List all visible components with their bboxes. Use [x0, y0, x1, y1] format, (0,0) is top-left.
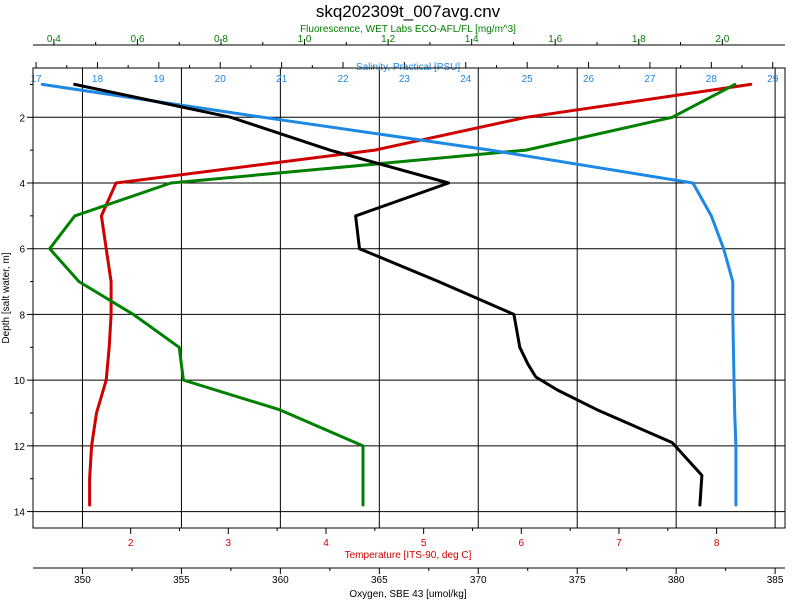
y-tick-label: 10 [14, 376, 26, 387]
fluorescence-axis-title: Fluorescence, WET Labs ECO-AFL/FL [mg/m^… [300, 24, 516, 35]
fluorescence-tick-label: 2.0 [715, 34, 729, 45]
oxygen-series-line [73, 82, 704, 507]
salinity-tick-label: 23 [399, 74, 411, 85]
oxygen-tick-label: 360 [272, 575, 289, 586]
y-tick-label: 14 [14, 508, 26, 519]
oxygen-axis-title: Oxygen, SBE 43 [umol/kg] [349, 589, 467, 600]
oxygen-tick-label: 375 [569, 575, 586, 586]
salinity-tick-label: 25 [522, 74, 534, 85]
fluorescence-tick-label: 0.6 [130, 34, 144, 45]
salinity-tick-label: 27 [644, 74, 656, 85]
fluorescence-tick-label: 0.8 [214, 34, 228, 45]
y-tick-label: 12 [14, 442, 26, 453]
oxygen-axis: 350 355 360 365 370 375 380 385 Oxygen, SBE 43 [… [33, 567, 785, 600]
y-axis-label: Depth [salt water, m] [1, 252, 12, 343]
temperature-tick-label: 4 [323, 538, 329, 549]
fluorescence-axis: 0.4 0.6 0.8 1.0 1.2 1.4 1.6 1.8 2.0 Fluorescence,… [33, 24, 785, 46]
fluorescence-series-line [48, 82, 737, 507]
oxygen-tick-label: 370 [470, 575, 487, 586]
salinity-tick-label: 28 [706, 74, 718, 85]
fluorescence-tick-label: 1.0 [298, 34, 312, 45]
salinity-tick-label: 18 [92, 74, 104, 85]
fluorescence-tick-label: 1.4 [465, 34, 479, 45]
salinity-tick-label: 19 [153, 74, 165, 85]
fluorescence-tick-label: 0.4 [47, 34, 61, 45]
salinity-tick-label: 26 [583, 74, 595, 85]
salinity-series-line [40, 82, 738, 507]
oxygen-tick-label: 355 [173, 575, 190, 586]
temperature-tick-label: 2 [128, 538, 134, 549]
plot-frame [32, 67, 786, 529]
temperature-tick-label: 6 [519, 538, 525, 549]
y-tick-label: 2 [19, 113, 25, 124]
y-tick-label: 4 [19, 179, 25, 190]
temperature-series-line [88, 82, 753, 507]
salinity-tick-label: 17 [31, 74, 43, 85]
salinity-tick-label: 29 [767, 74, 779, 85]
y-tick-label: 6 [19, 245, 25, 256]
fluorescence-tick-label: 1.8 [632, 34, 646, 45]
temperature-tick-label: 3 [226, 538, 232, 549]
fluorescence-tick-label: 1.6 [548, 34, 562, 45]
salinity-tick-label: 22 [337, 74, 349, 85]
oxygen-tick-label: 365 [371, 575, 388, 586]
salinity-tick-label: 21 [276, 74, 288, 85]
temperature-axis: 2 3 4 5 6 7 8 Temperature [ITS-90, deg C] [33, 527, 785, 561]
temperature-axis-title: Temperature [ITS-90, deg C] [345, 550, 472, 561]
oxygen-tick-label: 350 [74, 575, 91, 586]
salinity-tick-label: 20 [215, 74, 227, 85]
oxygen-tick-label: 380 [668, 575, 685, 586]
fluorescence-tick-label: 1.2 [381, 34, 395, 45]
temperature-tick-label: 7 [616, 538, 622, 549]
chart-title: skq202309t_007avg.cnv [316, 2, 501, 21]
temperature-tick-label: 5 [421, 538, 427, 549]
salinity-tick-label: 24 [460, 74, 472, 85]
data-series [40, 82, 753, 507]
temperature-tick-label: 8 [714, 538, 720, 549]
y-tick-label: 8 [19, 310, 25, 321]
grid-lines [33, 68, 785, 528]
oxygen-tick-label: 385 [767, 575, 784, 586]
